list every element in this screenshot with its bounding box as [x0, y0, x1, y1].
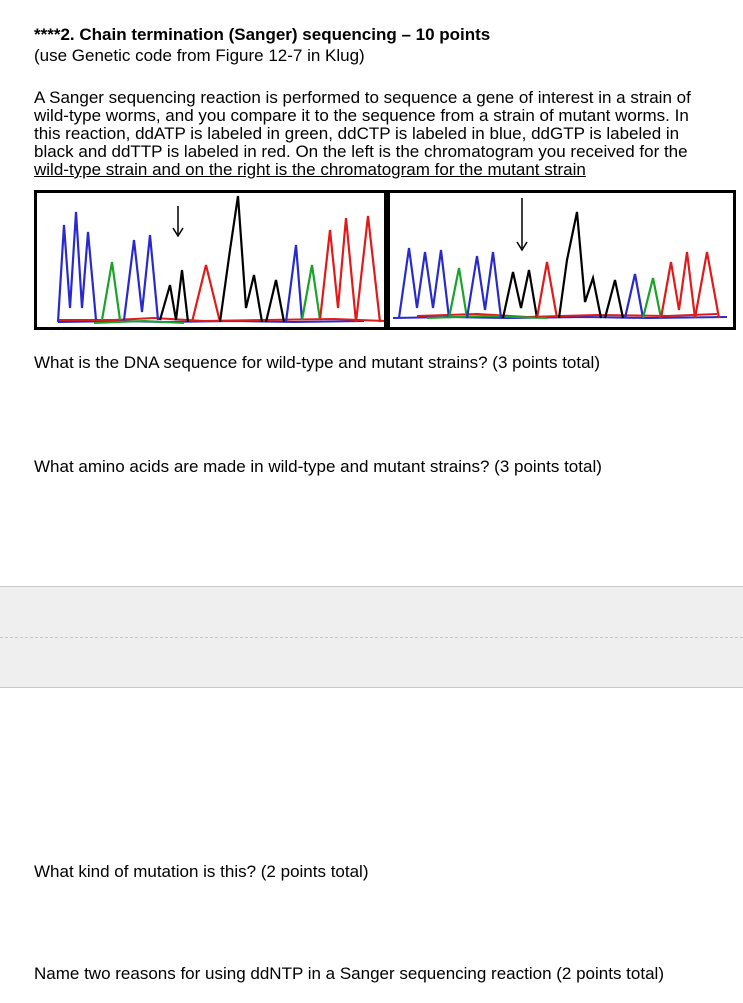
question-mutation-kind: What kind of mutation is this? (2 points…	[34, 862, 369, 881]
paragraph-line: A Sanger sequencing reaction is performe…	[34, 88, 691, 107]
arrow-down-icon	[516, 198, 528, 252]
paragraph-line: wild-type worms, and you compare it to t…	[34, 106, 689, 125]
question-dna-sequence: What is the DNA sequence for wild-type a…	[34, 353, 600, 372]
page-break-band	[0, 586, 743, 688]
question-paragraph: A Sanger sequencing reaction is performe…	[34, 89, 739, 179]
paragraph-line: black and ddTTP is labeled in red. On th…	[34, 142, 688, 161]
question-amino-acids: What amino acids are made in wild-type a…	[34, 457, 602, 476]
arrow-down-icon	[172, 206, 184, 238]
page-break-divider	[0, 637, 743, 638]
mutant-chromatogram	[387, 190, 736, 330]
wild-type-chromatogram	[34, 190, 387, 330]
question-title: ****2. Chain termination (Sanger) sequen…	[34, 25, 491, 44]
question-subtitle: (use Genetic code from Figure 12-7 in Kl…	[34, 46, 365, 65]
paragraph-line: wild-type strain and on the right is the…	[34, 160, 586, 179]
question-ddntp-reasons: Name two reasons for using ddNTP in a Sa…	[34, 964, 664, 983]
paragraph-line: this reaction, ddATP is labeled in green…	[34, 124, 680, 143]
